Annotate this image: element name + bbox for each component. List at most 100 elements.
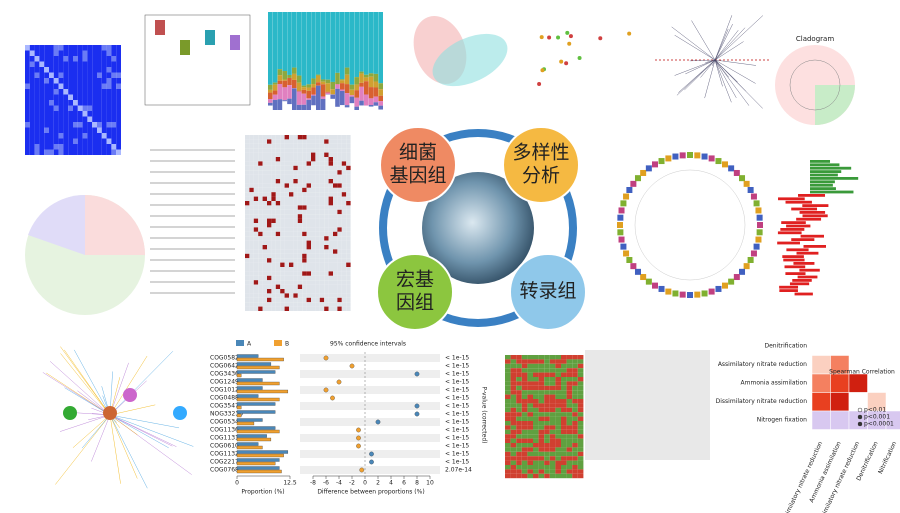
cell	[49, 149, 54, 155]
cell	[39, 61, 45, 67]
leaf	[747, 257, 754, 263]
cell	[544, 465, 550, 470]
seg	[378, 105, 383, 110]
cell	[293, 236, 298, 241]
cell	[333, 192, 338, 197]
seg	[373, 87, 379, 97]
cell	[44, 45, 49, 51]
cell	[293, 196, 298, 201]
node	[173, 406, 187, 420]
cell	[510, 421, 517, 426]
cell	[293, 240, 298, 245]
cell	[293, 227, 298, 232]
seg	[364, 12, 369, 75]
legend-symbol	[857, 407, 863, 413]
cell	[39, 78, 45, 84]
cell	[82, 78, 88, 84]
cell	[284, 297, 289, 303]
cell	[82, 50, 88, 56]
leaf	[640, 274, 647, 281]
cell	[267, 214, 272, 219]
cell	[293, 205, 298, 210]
cell	[39, 122, 45, 128]
cell	[521, 425, 528, 430]
cell	[311, 170, 316, 175]
cell	[319, 306, 325, 311]
cell	[561, 429, 567, 435]
seg	[354, 84, 359, 91]
cell	[44, 127, 49, 133]
cell	[521, 403, 528, 408]
cell	[289, 201, 294, 206]
cell	[289, 280, 294, 285]
cell	[116, 138, 121, 144]
cell	[346, 165, 351, 171]
cell	[111, 144, 117, 150]
cell	[253, 223, 259, 228]
arrow	[678, 59, 716, 93]
cell	[58, 111, 64, 117]
cell	[58, 67, 64, 73]
cell	[253, 148, 259, 153]
cell	[544, 412, 550, 417]
cell	[44, 83, 49, 89]
cell	[297, 157, 303, 162]
cell	[561, 390, 567, 395]
cell	[311, 165, 316, 171]
hbar	[810, 187, 836, 190]
cell	[328, 267, 333, 272]
leaf	[715, 285, 722, 292]
cell	[341, 227, 347, 232]
cell	[544, 385, 550, 391]
cell	[533, 407, 539, 413]
cell	[510, 394, 517, 399]
cell	[311, 161, 316, 166]
cell	[284, 267, 289, 272]
cell	[302, 223, 307, 228]
cell	[249, 297, 254, 303]
cell	[293, 201, 298, 206]
cell	[73, 122, 78, 128]
hbar	[777, 241, 800, 245]
cell	[293, 183, 298, 188]
arrow	[714, 59, 746, 92]
cell	[49, 111, 54, 117]
cell	[29, 83, 35, 89]
cell	[106, 111, 112, 117]
cell	[101, 56, 107, 62]
category-label: COG0768	[210, 467, 239, 474]
cell	[505, 429, 511, 435]
hbar	[802, 214, 828, 218]
cell	[77, 50, 83, 56]
cell	[311, 201, 316, 206]
cell	[527, 469, 533, 474]
cell	[258, 275, 263, 281]
cell	[333, 289, 338, 294]
cell	[275, 165, 281, 171]
cell	[58, 149, 64, 155]
cell	[297, 231, 303, 237]
cell	[306, 245, 311, 250]
cell	[319, 196, 325, 201]
cell	[97, 100, 102, 106]
p-value: < 1e-15	[445, 395, 469, 402]
cell	[284, 170, 289, 175]
cell	[262, 214, 267, 219]
seg	[378, 101, 383, 106]
cell	[328, 280, 333, 285]
cell	[87, 122, 93, 128]
cell	[271, 161, 276, 166]
row-label: Denitrification	[764, 343, 807, 350]
arrow	[700, 59, 716, 78]
cell	[516, 399, 522, 404]
cell	[101, 72, 107, 78]
cell	[68, 122, 73, 128]
cell	[341, 148, 347, 153]
cell	[63, 105, 69, 111]
cell	[262, 245, 267, 250]
hbar	[794, 292, 813, 296]
hbar	[797, 275, 818, 279]
seg	[368, 105, 374, 107]
edge	[109, 414, 138, 479]
cell	[333, 245, 338, 250]
